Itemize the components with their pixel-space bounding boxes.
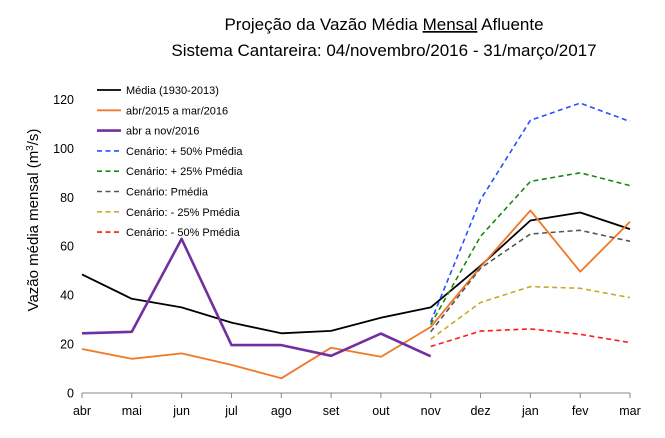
x-tick-label: abr <box>73 404 91 418</box>
legend-label-7: Cenário: - 50% Pmédia <box>126 227 241 239</box>
y-axis-label: Vazão média mensal (m3/s) <box>25 129 43 312</box>
series-line-2 <box>81 237 432 358</box>
title-part-emphasis: Mensal <box>423 15 478 34</box>
y-tick-label: 80 <box>60 191 74 205</box>
legend-label-2: abr a nov/2016 <box>126 126 199 138</box>
legend-label-0: Média (1930-2013) <box>126 85 219 97</box>
x-tick-label: jul <box>224 404 238 418</box>
legend: Média (1930-2013) abr/2015 a mar/2016 abr … <box>97 85 243 239</box>
x-tick-label: mai <box>122 404 142 418</box>
legend-label-3: Cenário: + 50% Pmédia <box>126 146 243 158</box>
legend-label-5: Cenário: Pmédia <box>126 187 209 199</box>
x-tick-label: nov <box>421 404 442 418</box>
y-axis-label-superscript: 3 <box>25 145 36 151</box>
chart-subtitle: Sistema Cantareira: 04/novembro/2016 - 3… <box>171 41 596 60</box>
series-layer <box>81 102 631 380</box>
x-tick-label: mar <box>619 404 641 418</box>
x-tick-label: jan <box>521 404 539 418</box>
title-part-1: Projeção da Vazão Média <box>224 15 422 34</box>
y-tick-label: 100 <box>53 142 74 156</box>
series-line-5 <box>430 229 631 333</box>
series-line-0 <box>81 211 631 335</box>
x-tick-label: jun <box>172 404 190 418</box>
y-tick-label: 40 <box>60 289 74 303</box>
y-tick-label: 60 <box>60 240 74 254</box>
series-line-6 <box>430 285 631 340</box>
title-part-3: Afluente <box>477 15 543 34</box>
y-tick-label: 20 <box>60 338 74 352</box>
legend-label-4: Cenário: + 25% Pmédia <box>126 166 243 178</box>
legend-label-6: Cenário: - 25% Pmédia <box>126 207 241 219</box>
series-line-3 <box>429 102 631 323</box>
x-tick-label: set <box>323 404 340 418</box>
x-tick-label: dez <box>470 404 490 418</box>
y-axis-label-main: Vazão média mensal (m <box>25 151 42 312</box>
legend-label-1: abr/2015 a mar/2016 <box>126 105 228 117</box>
y-tick-label: 0 <box>67 387 74 401</box>
axes: 0 20 40 60 80 100 120 abr mai jun jul ago set out nov d… <box>53 93 641 418</box>
x-tick-label: fev <box>572 404 589 418</box>
chart-title: Projeção da Vazão Média Mensal Afluente <box>224 15 543 34</box>
series-line-7 <box>430 328 631 348</box>
y-axis-label-tail: /s) <box>25 129 42 146</box>
x-tick-label: out <box>372 404 390 418</box>
y-tick-label: 120 <box>53 93 74 107</box>
series-line-1 <box>81 209 631 380</box>
x-tick-label: ago <box>271 404 292 418</box>
